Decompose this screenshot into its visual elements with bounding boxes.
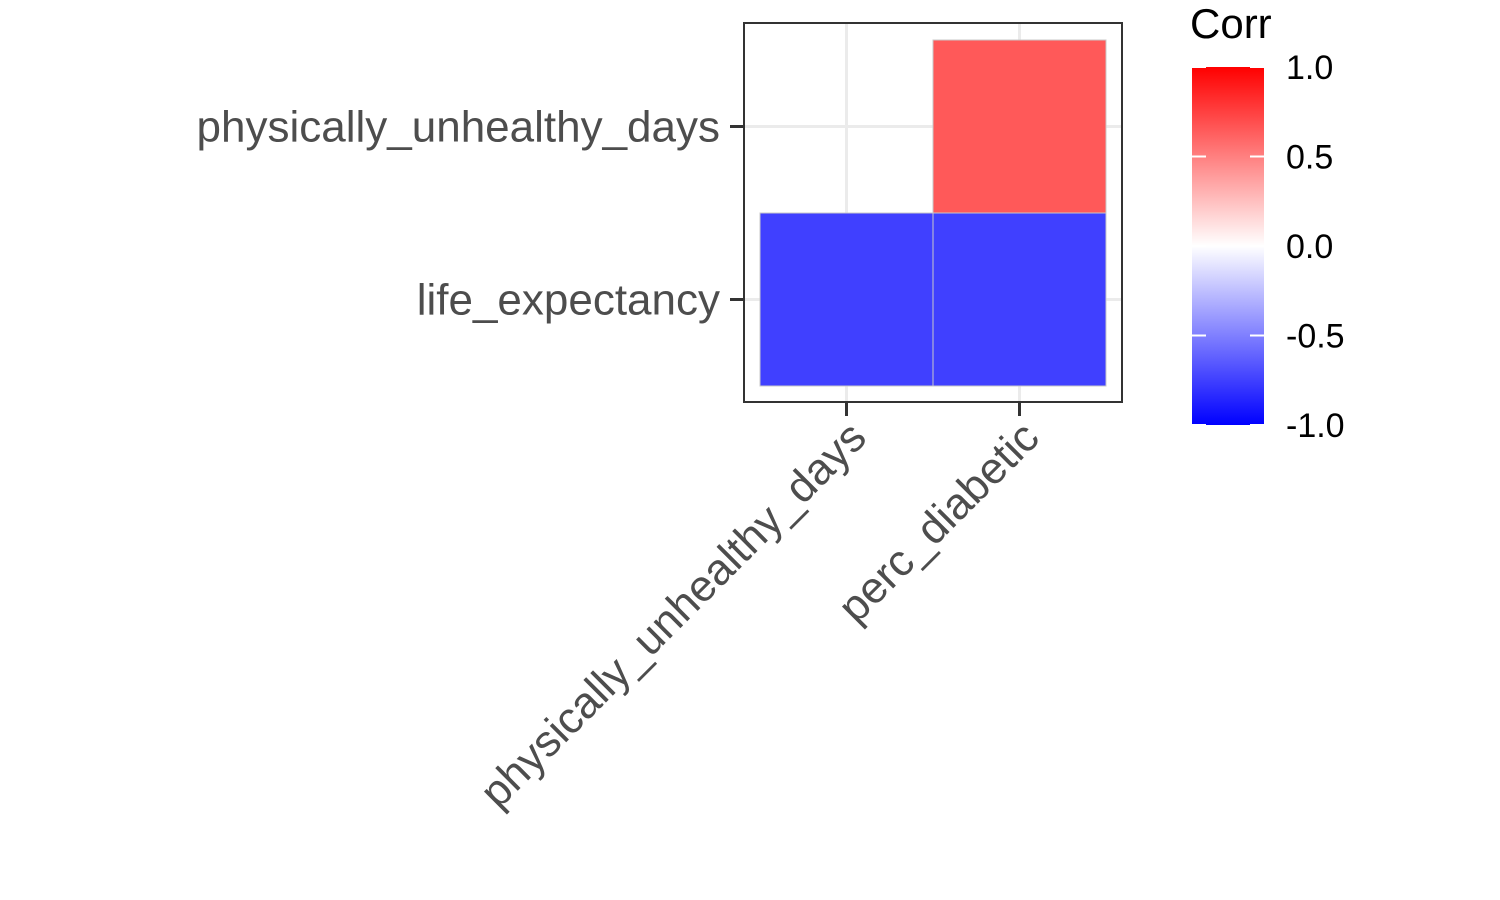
legend: Corr 1.0 0.5 0.0 -0.5 -1.0 — [1190, 0, 1345, 445]
y-tick-label: life_expectancy — [417, 276, 720, 325]
legend-tick-label: 0.0 — [1286, 228, 1333, 266]
y-axis: physically_unhealthy_days life_expectancy — [197, 103, 744, 325]
y-tick-label: physically_unhealthy_days — [197, 103, 720, 152]
panel-border — [743, 22, 1123, 403]
heatmap-cell — [932, 212, 1107, 387]
legend-title: Corr — [1190, 0, 1272, 47]
heatmap-cell — [932, 39, 1107, 214]
legend-tick-label: -1.0 — [1286, 407, 1345, 445]
legend-tick-label: -0.5 — [1286, 318, 1345, 356]
legend-ticks: 1.0 0.5 0.0 -0.5 -1.0 — [1192, 49, 1345, 445]
heatmap-cell — [759, 212, 934, 387]
legend-tick-label: 1.0 — [1286, 49, 1333, 87]
x-tick-label: physically_unhealthy_days — [471, 412, 876, 817]
heatmap-cells — [759, 39, 1107, 387]
legend-tick-label: 0.5 — [1286, 139, 1333, 177]
